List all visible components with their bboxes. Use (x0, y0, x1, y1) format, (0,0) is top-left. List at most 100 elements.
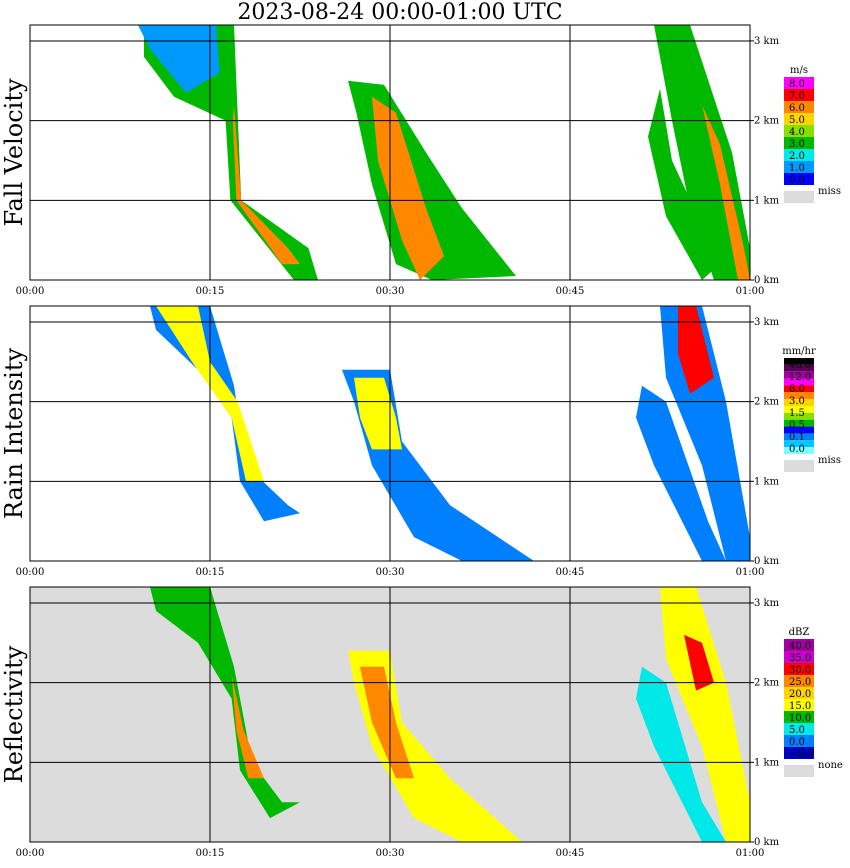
colorbar-swatch (784, 433, 814, 441)
panel-fall_velocity: 00:00 00:15 00:30 00:45 01:000 km 1 km 2 km 3 k… (0, 24, 841, 297)
colorbar-label: 0.0 (789, 175, 805, 186)
x-tick-label: 01:00 (736, 286, 765, 297)
chart-title: 2023-08-24 00:00-01:00 UTC (237, 0, 563, 25)
y-tick-label: 3 km (754, 317, 780, 328)
colorbar: m/s 8.07.06.05.04.03.02.01.00.0 miss (784, 65, 841, 203)
y-tick-label: 3 km (754, 36, 780, 47)
plot-frame (29, 305, 751, 562)
echo-region-shaft3-core (702, 104, 750, 280)
y-tick-label: 2 km (754, 678, 780, 689)
y-axis-label: Reflectivity (0, 645, 28, 783)
echo-region-shaft1 (150, 306, 300, 522)
x-tick-label: 00:15 (196, 567, 225, 578)
y-tick-label: 2 km (754, 116, 780, 127)
colorbar-missing-swatch (784, 765, 814, 777)
colorbar-swatch (784, 419, 814, 427)
y-tick-label: 0 km (754, 275, 780, 286)
colorbar-label: 15.0 (789, 701, 811, 712)
colorbar: mm/hr 48.012.06.03.01.50.50.10.0 miss (782, 346, 841, 472)
colorbar-swatch (784, 358, 814, 365)
x-tick-label: 00:00 (16, 567, 45, 578)
colorbar-swatch (784, 399, 814, 406)
colorbar-label: 30.0 (789, 665, 811, 676)
echo-region-shaft1-top (138, 25, 220, 93)
colorbar-label: 12.0 (789, 372, 811, 383)
colorbar-label: 6.0 (789, 103, 805, 114)
colorbar-label: 8.0 (789, 79, 805, 90)
colorbar-label: −5.0 (789, 749, 813, 760)
colorbar-swatch (784, 113, 814, 125)
colorbar-swatch (784, 675, 814, 687)
colorbar-swatch (784, 747, 814, 759)
colorbar-swatch (784, 440, 814, 448)
colorbar-swatch (784, 639, 814, 651)
x-tick-label: 01:00 (736, 567, 765, 578)
echo-region-shaft3-tail (648, 88, 720, 280)
colorbar-unit: m/s (790, 65, 808, 76)
x-tick-label: 01:00 (736, 848, 765, 859)
x-tick-label: 00:45 (556, 567, 585, 578)
colorbar-missing-swatch (784, 460, 814, 472)
colorbar-label: 5.0 (789, 115, 805, 126)
echo-region-shaft2-core (360, 666, 414, 779)
y-tick-label: 0 km (754, 837, 780, 848)
colorbar-label: 5.0 (789, 725, 805, 736)
colorbar-label: 3.0 (789, 139, 805, 150)
colorbar-missing-label: none (818, 760, 843, 771)
echo-region-shaft2 (348, 650, 522, 842)
panel-rain_intensity: 00:00 00:15 00:30 00:45 01:000 km 1 km 2 km 3 k… (0, 305, 841, 578)
x-tick-label: 00:30 (376, 848, 405, 859)
colorbar-unit: mm/hr (782, 346, 816, 357)
colorbar-label: 20.0 (789, 689, 811, 700)
echo-region-shaft3-tail (636, 385, 726, 561)
x-tick-label: 00:45 (556, 286, 585, 297)
colorbar-label: 1.5 (789, 408, 805, 419)
colorbar-swatch (784, 385, 814, 393)
colorbar-swatch (784, 149, 814, 161)
colorbar-label: 2.0 (789, 151, 805, 162)
colorbar-label: 40.0 (789, 641, 811, 652)
colorbar-swatch (784, 412, 814, 420)
colorbar-swatch (784, 371, 814, 379)
plot-frame (29, 24, 751, 281)
x-tick-label: 00:00 (16, 286, 45, 297)
echo-region-shaft3 (660, 587, 750, 842)
x-tick-label: 00:30 (376, 567, 405, 578)
y-axis-label: Rain Intensity (0, 348, 28, 520)
colorbar-label: 0.1 (789, 432, 805, 443)
plot-frame (29, 586, 751, 843)
colorbar-swatch (784, 426, 814, 434)
x-tick-label: 00:45 (556, 848, 585, 859)
colorbar-swatch (784, 392, 814, 400)
x-tick-label: 00:00 (16, 848, 45, 859)
y-tick-label: 1 km (754, 195, 780, 206)
colorbar-missing-label: miss (818, 186, 841, 197)
colorbar-swatch (784, 447, 814, 454)
x-tick-label: 00:15 (196, 848, 225, 859)
colorbar-swatch (784, 364, 814, 372)
colorbar-swatch (784, 89, 814, 101)
x-tick-label: 00:30 (376, 286, 405, 297)
y-tick-label: 1 km (754, 757, 780, 768)
colorbar-missing-swatch (784, 191, 814, 203)
y-tick-label: 3 km (754, 598, 780, 609)
colorbar-swatch (784, 406, 814, 413)
echo-region-shaft3-core (678, 306, 714, 394)
colorbar-label: 48.0 (789, 360, 811, 371)
colorbar-swatch (784, 651, 814, 663)
colorbar-swatch (784, 101, 814, 113)
colorbar-swatch (784, 723, 814, 735)
colorbar-label: 6.0 (789, 384, 805, 395)
colorbar-label: 4.0 (789, 127, 805, 138)
colorbar-swatch (784, 663, 814, 675)
colorbar-swatch (784, 125, 814, 137)
colorbar-label: 25.0 (789, 677, 811, 688)
colorbar-swatch (784, 735, 814, 747)
echo-region-shaft1-core (156, 306, 264, 482)
panel-reflectivity: 00:00 00:15 00:30 00:45 01:000 km 1 km 2 km 3 k… (0, 586, 843, 859)
colorbar-unit: dBZ (789, 627, 810, 638)
colorbar: dBZ 40.035.030.025.020.015.010.05.00.0−5.… (784, 627, 843, 777)
y-tick-label: 2 km (754, 397, 780, 408)
colorbar-swatch (784, 378, 814, 386)
